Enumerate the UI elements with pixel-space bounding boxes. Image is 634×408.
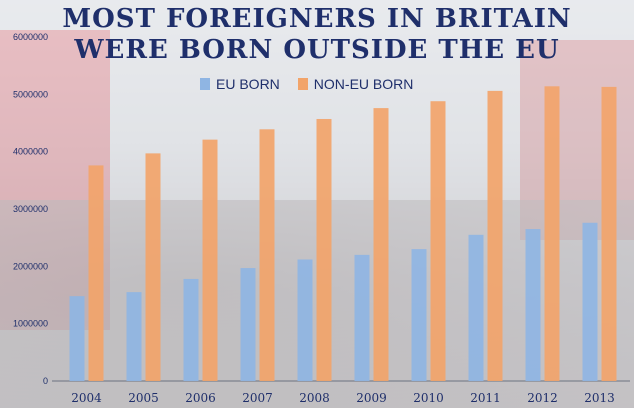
bar-eu-2007 (240, 268, 256, 381)
y-tick-label: 6000000 (13, 32, 48, 42)
bar-non-eu-2012 (544, 86, 560, 381)
x-tick-label: 2009 (356, 391, 387, 405)
x-tick-label: 2013 (584, 391, 615, 405)
y-tick-label: 4000000 (13, 147, 48, 157)
bar-eu-2009 (354, 254, 370, 381)
x-tick-label: 2007 (242, 391, 273, 405)
x-tick-label: 2006 (185, 391, 216, 405)
bar-non-eu-2011 (487, 90, 503, 381)
bar-non-eu-2010 (430, 101, 446, 382)
bar-eu-2010 (411, 249, 427, 381)
y-tick-label: 2000000 (13, 261, 48, 271)
legend-swatch-eu (200, 78, 210, 90)
x-tick-label: 2008 (299, 391, 330, 405)
legend-swatch-non-eu (297, 78, 308, 90)
bar-eu-2006 (183, 278, 199, 381)
x-tick-label: 2012 (527, 391, 558, 405)
bar-non-eu-2005 (145, 153, 161, 381)
bar-non-eu-2007 (259, 129, 275, 381)
bar-eu-2008 (297, 259, 313, 381)
bar-eu-2013 (582, 222, 598, 381)
legend-label-eu: EU BORN (216, 76, 280, 92)
y-tick-label: 5000000 (13, 89, 48, 99)
bar-non-eu-2008 (316, 118, 332, 381)
chart-title-line-1: MOST FOREIGNERS IN BRITAIN (62, 4, 572, 34)
legend-label-non-eu: NON-EU BORN (313, 76, 414, 92)
x-tick-label: 2004 (71, 391, 102, 405)
x-tick-label: 2005 (128, 391, 159, 405)
bar-eu-2012 (525, 229, 541, 381)
bar-eu-2005 (126, 292, 142, 381)
bar-non-eu-2009 (373, 108, 389, 382)
chart-title: MOST FOREIGNERS IN BRITAIN WERE BORN OUT… (0, 4, 634, 66)
x-tick-label: 2011 (470, 391, 501, 405)
bar-non-eu-2013 (601, 86, 617, 381)
y-tick-label: 3000000 (13, 204, 48, 214)
bar-non-eu-2006 (202, 139, 218, 381)
y-tick-label: 0 (43, 376, 48, 386)
legend-item-non-eu: NON-EU BORN (297, 76, 414, 92)
legend-item-eu: EU BORN (200, 76, 280, 92)
y-tick-label: 1000000 (13, 319, 48, 329)
x-tick-label: 2010 (413, 391, 444, 405)
bar-eu-2011 (468, 234, 484, 381)
bar-eu-2004 (69, 296, 85, 381)
legend: EU BORN NON-EU BORN (200, 74, 431, 94)
bar-non-eu-2004 (88, 165, 104, 381)
chart-title-line-2: WERE BORN OUTSIDE THE EU (74, 35, 560, 65)
